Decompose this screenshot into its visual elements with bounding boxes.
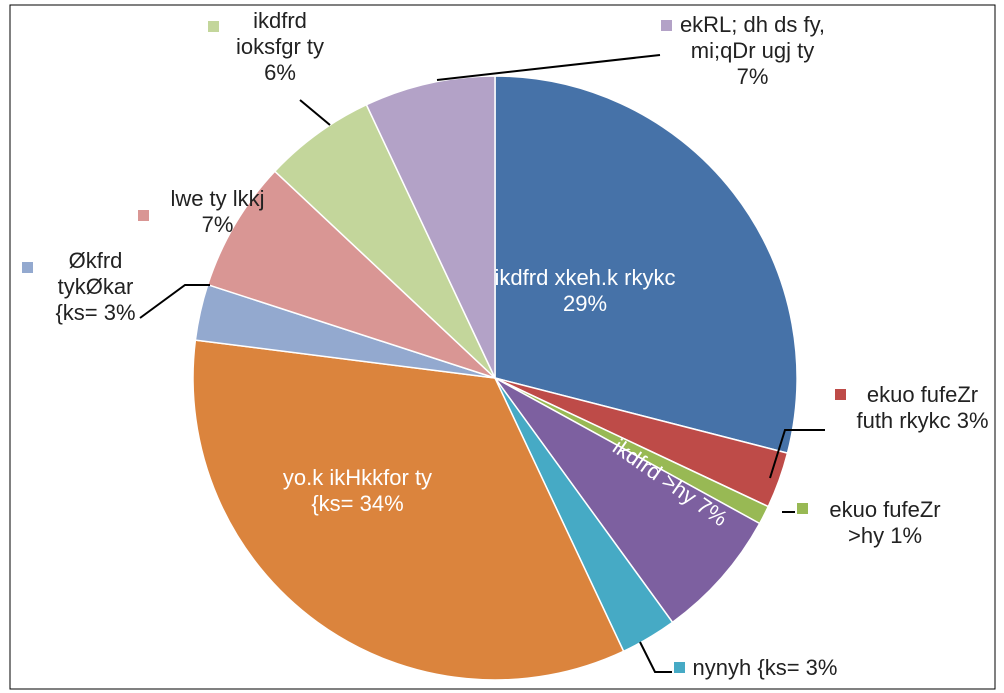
data-label: ekRL; dh ds fy, mi;qDr ugj ty 7% [675, 12, 830, 90]
pie-slice [206, 170, 496, 379]
legend-swatch [138, 210, 149, 221]
label-name: nynyh {ks= [692, 655, 800, 680]
data-label: ikdfrd xkeh.k rkykc 29% [490, 265, 680, 317]
label-value: 3% [956, 408, 989, 433]
label-value: 7% [201, 212, 234, 237]
pie-slice [494, 75, 798, 455]
legend-swatch [661, 20, 672, 31]
data-label: ekuo fufeZr futh rkykc 3% [855, 382, 990, 434]
leader-lines [139, 54, 825, 673]
data-label: ikdfrd ioksfgr ty 6% [225, 8, 335, 86]
legend-swatch [208, 21, 219, 32]
label-value: 7% [736, 64, 769, 89]
label-name: ekuo fufeZr >hy [829, 497, 941, 548]
leader-line [139, 284, 210, 319]
legend-swatch [674, 662, 685, 673]
label-value: 6% [264, 60, 296, 85]
leader-line [639, 641, 672, 673]
leader-line [299, 99, 331, 126]
data-label: lwe ty lkkj 7% [160, 186, 275, 238]
label-name: lwe ty lkkj [170, 186, 265, 211]
label-name: ikdfrd xkeh.k rkykc [494, 265, 676, 290]
label-value: 29% [562, 291, 608, 316]
label-name: yo.k ikHkkfor ty {ks= [282, 465, 433, 516]
label-value: 3% [103, 300, 136, 325]
legend-swatch [22, 262, 33, 273]
pie-slice [494, 377, 761, 624]
legend-swatch [835, 389, 846, 400]
label-name: ekuo fufeZr futh rkykc [856, 382, 979, 433]
data-label: ekuo fufeZr >hy 1% [815, 497, 955, 549]
label-value: 34% [359, 491, 404, 516]
label-name: Økfrd tykØkar {ks= [55, 248, 134, 325]
frame [9, 4, 996, 690]
leader-line [769, 429, 825, 479]
data-label: nynyh {ks= 3% [690, 655, 840, 681]
pie-slice [365, 75, 496, 379]
label-name: ekRL; dh ds fy, mi;qDr ugj ty [679, 12, 826, 63]
pie-slice [192, 339, 625, 681]
leader-line [436, 54, 661, 81]
label-name: ikdfrd ioksfgr ty [235, 8, 325, 59]
data-label: Økfrd tykØkar {ks= 3% [38, 248, 153, 326]
legend-swatch [797, 503, 808, 514]
label-value: 3% [805, 655, 838, 680]
label-value: 1% [890, 523, 922, 548]
data-label: yo.k ikHkkfor ty {ks= 34% [265, 465, 450, 517]
